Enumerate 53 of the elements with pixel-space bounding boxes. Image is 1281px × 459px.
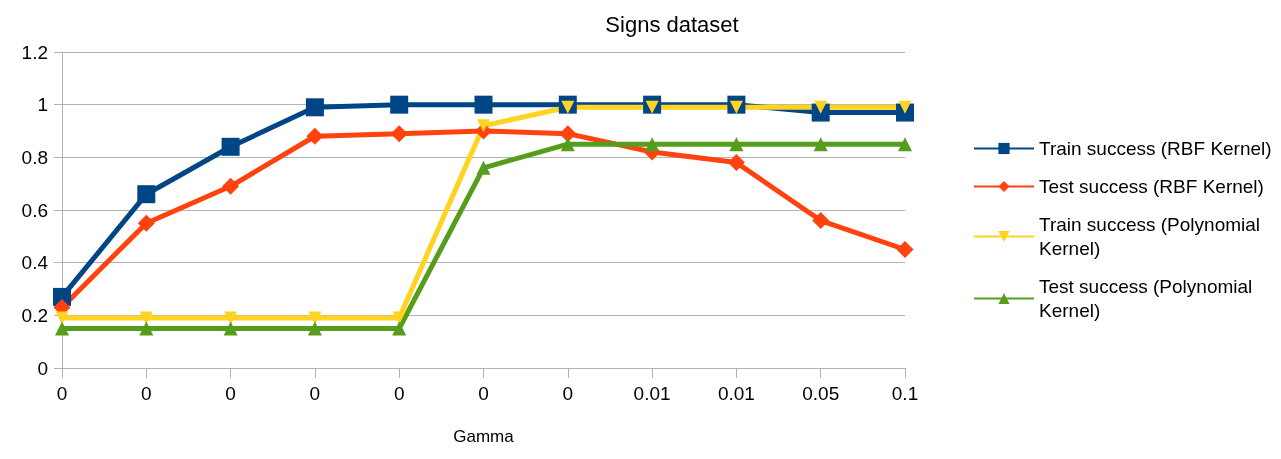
chart-title: Signs dataset — [605, 11, 739, 37]
point — [477, 119, 490, 133]
point — [223, 321, 238, 336]
point — [896, 241, 914, 258]
x-tick-label: 0.05 — [802, 383, 840, 404]
x-tick-label: 0 — [309, 383, 321, 404]
y-tick-label: 0 — [37, 357, 48, 379]
point — [137, 185, 156, 204]
y-tick-label: 0.2 — [21, 304, 48, 326]
x-tick-label: 0 — [478, 383, 489, 404]
point — [222, 177, 240, 195]
point — [898, 137, 912, 152]
point — [813, 137, 828, 152]
x-tick-label: 0.01 — [717, 383, 755, 404]
point — [559, 125, 577, 143]
point — [392, 311, 406, 325]
point — [390, 125, 408, 143]
y-tick-label: 1.2 — [21, 41, 48, 63]
point — [55, 321, 69, 336]
point — [306, 127, 324, 145]
point — [476, 160, 491, 175]
y-tick-label: 0.8 — [21, 146, 48, 168]
x-tick-label: 0 — [562, 383, 574, 404]
y-tick-label: 0.6 — [21, 199, 48, 221]
x-tick-label: 0 — [225, 383, 236, 404]
point — [727, 154, 745, 172]
point — [305, 98, 324, 117]
legend-label: Train success (RBF Kernel) — [1039, 138, 1272, 159]
point — [474, 95, 493, 114]
point — [308, 311, 322, 325]
point — [729, 137, 744, 152]
point — [390, 95, 409, 114]
legend-label: Test success (Polynomial Kernel) — [1039, 276, 1258, 321]
point — [307, 321, 322, 336]
x-tick-label: 0 — [141, 383, 152, 404]
point — [139, 321, 154, 336]
legend-label: Train success (Polynomial Kernel) — [1039, 214, 1266, 259]
point — [560, 137, 575, 152]
y-tick-label: 1 — [37, 94, 48, 116]
point — [139, 311, 153, 325]
point — [221, 137, 240, 156]
x-axis-title: Gamma — [453, 427, 515, 446]
x-tick-label: 0 — [393, 383, 405, 404]
point — [812, 212, 830, 230]
legend-label: Test success (RBF Kernel) — [1039, 176, 1264, 197]
point — [137, 214, 155, 232]
point — [645, 137, 660, 152]
point — [224, 311, 238, 325]
x-tick-label: 0.01 — [633, 383, 671, 404]
x-tick-label: 0.1 — [891, 383, 919, 404]
x-tick-label: 0 — [56, 383, 68, 404]
y-tick-label: 0.4 — [21, 252, 49, 274]
point — [392, 321, 407, 336]
